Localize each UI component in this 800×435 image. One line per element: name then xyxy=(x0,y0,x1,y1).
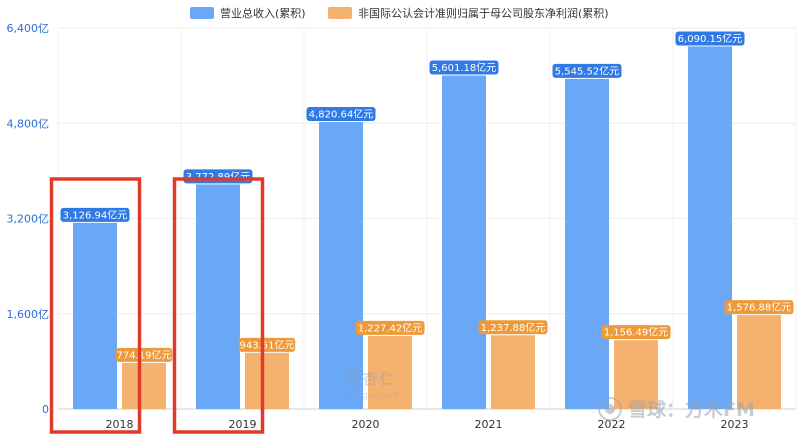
data-label: 3,772.89亿元 xyxy=(183,169,253,184)
data-label-bg xyxy=(115,347,173,362)
gridlines xyxy=(57,27,797,410)
data-label-text: 1,156.49亿元 xyxy=(604,326,669,339)
x-tick-label: 2019 xyxy=(229,418,257,431)
data-label-text: 5,601.18亿元 xyxy=(432,61,497,74)
legend-item-series-2[interactable]: 非国际公认会计准则归属于母公司股东净利润(累积) xyxy=(328,6,609,20)
data-label-text: 1,237.88亿元 xyxy=(481,321,546,334)
bar-series-1-2023[interactable] xyxy=(688,46,732,409)
y-tick-label: 4,800亿 xyxy=(7,117,50,130)
data-label-bg xyxy=(675,31,745,46)
legend-item-series-1[interactable]: 营业总收入(累积) xyxy=(190,6,306,20)
bar-series-1-2022[interactable] xyxy=(565,78,609,410)
x-tick-label: 2023 xyxy=(721,418,749,431)
data-label-bg xyxy=(238,337,296,352)
bar-series-2-2023[interactable] xyxy=(737,315,781,409)
watermark-site-url: lixinger.com xyxy=(344,391,399,401)
data-label: 6,090.15亿元 xyxy=(675,31,745,46)
data-label: 1,227.42亿元 xyxy=(355,320,425,335)
bar-series-2-2019[interactable] xyxy=(245,352,289,409)
bar-series-1-2020[interactable] xyxy=(319,122,363,410)
watermark-site-name: 理杏仁 xyxy=(345,370,396,388)
x-tick-label: 2020 xyxy=(352,418,380,431)
y-tick-label: 3,200亿 xyxy=(7,213,50,226)
legend-swatch xyxy=(190,7,214,19)
data-label-text: 774.19亿元 xyxy=(117,348,172,361)
legend-label: 营业总收入(累积) xyxy=(220,6,306,20)
y-tick-label: 1,600亿 xyxy=(7,308,50,321)
bars xyxy=(73,46,781,410)
data-label: 1,237.88亿元 xyxy=(478,320,548,335)
data-label-text: 943.51亿元 xyxy=(240,338,295,351)
x-axis: 2018 2019 2020 2021 2022 2023 xyxy=(106,418,749,431)
data-label-text: 3,772.89亿元 xyxy=(186,170,251,183)
x-tick-label: 2022 xyxy=(598,418,626,431)
legend-swatch xyxy=(328,7,352,19)
data-label-bg xyxy=(60,207,130,222)
bar-series-1-2018[interactable] xyxy=(73,222,117,409)
data-label-text: 5,545.52亿元 xyxy=(555,64,620,77)
data-label-bg xyxy=(355,320,425,335)
data-label-bg xyxy=(478,320,548,335)
data-label-text: 1,576.88亿元 xyxy=(727,301,792,314)
data-label-text: 1,227.42亿元 xyxy=(358,321,423,334)
data-label-bg xyxy=(552,63,622,78)
x-tick-label: 2018 xyxy=(106,418,134,431)
data-label-bg xyxy=(724,300,794,315)
y-axis: 0 1,600亿 3,200亿 4,800亿 6,400亿 xyxy=(7,22,50,416)
data-label: 1,576.88亿元 xyxy=(724,300,794,315)
watermark-source: 雪球：方木FM xyxy=(628,398,755,421)
data-labels: 3,126.94亿元 3,772.89亿元 4,820.64亿元 5,601.18亿元… xyxy=(60,31,794,362)
data-label: 1,156.49亿元 xyxy=(601,325,671,340)
data-label: 943.51亿元 xyxy=(238,337,296,352)
y-tick-label: 0 xyxy=(42,403,49,416)
snowball-logo-icon xyxy=(598,397,622,421)
legend-label: 非国际公认会计准则归属于母公司股东净利润(累积) xyxy=(358,6,609,20)
data-label-bg xyxy=(601,325,671,340)
data-label-text: 4,820.64亿元 xyxy=(309,108,374,121)
data-label: 4,820.64亿元 xyxy=(306,107,376,122)
data-label-text: 6,090.15亿元 xyxy=(678,32,743,45)
data-label-text: 3,126.94亿元 xyxy=(63,208,128,221)
data-label: 3,126.94亿元 xyxy=(60,207,130,222)
data-label: 774.19亿元 xyxy=(115,347,173,362)
bar-series-1-2019[interactable] xyxy=(196,184,240,409)
bar-series-2-2021[interactable] xyxy=(491,335,535,409)
bar-series-2-2022[interactable] xyxy=(614,340,658,409)
data-label-bg xyxy=(429,60,499,75)
bar-series-1-2021[interactable] xyxy=(442,75,486,410)
x-tick-label: 2021 xyxy=(475,418,503,431)
highlight-box-2019 xyxy=(172,177,265,434)
data-label: 5,545.52亿元 xyxy=(552,63,622,78)
legend[interactable]: 营业总收入(累积) 非国际公认会计准则归属于母公司股东净利润(累积) xyxy=(190,6,609,20)
data-label: 5,601.18亿元 xyxy=(429,60,499,75)
lixinger-watermark: 理杏仁 lixinger.com xyxy=(344,370,399,401)
highlight-box-2018 xyxy=(49,177,142,434)
bar-series-2-2018[interactable] xyxy=(122,362,166,409)
y-tick-label: 6,400亿 xyxy=(7,22,50,35)
source-watermark: 雪球：方木FM xyxy=(598,397,755,421)
bar-series-2-2020[interactable] xyxy=(368,335,412,409)
highlight-boxes xyxy=(49,177,265,434)
data-label-bg xyxy=(306,107,376,122)
